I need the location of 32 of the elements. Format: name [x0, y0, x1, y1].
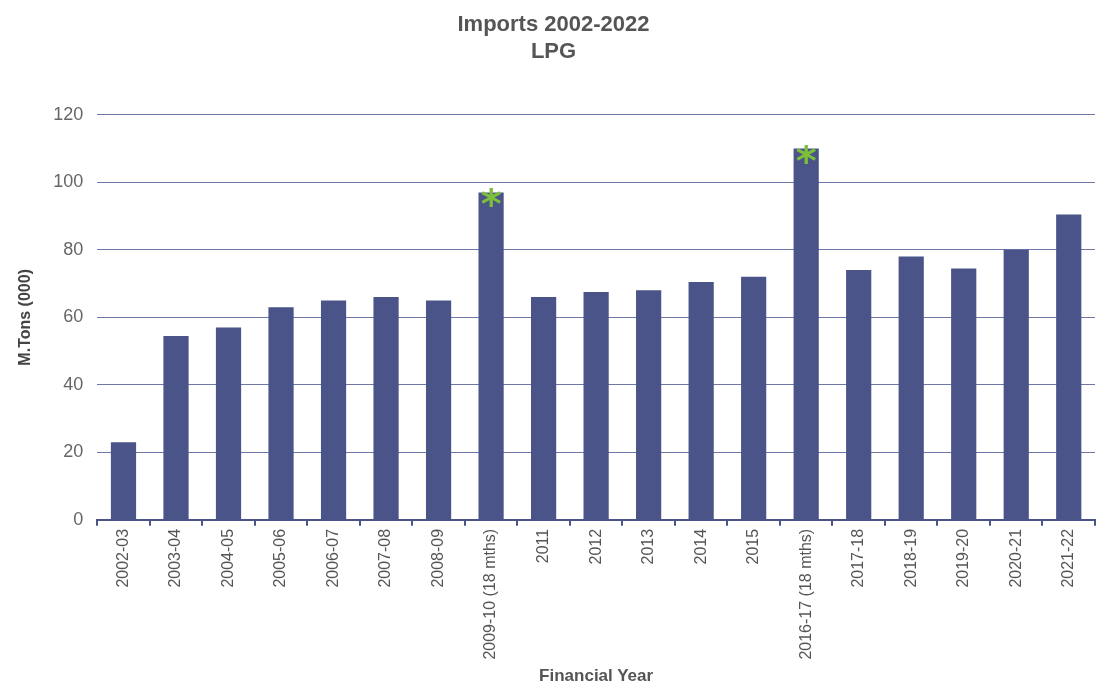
x-tick-label: 2020-21 [1006, 528, 1024, 588]
y-tick-label: 120 [53, 103, 84, 124]
annotation: * [795, 137, 817, 184]
x-tick-label: 2018-19 [901, 528, 919, 588]
chart-title: Imports 2002-2022 [457, 11, 650, 37]
x-axis-title: Financial Year [539, 666, 654, 686]
x-tick-label: 2005-06 [271, 528, 289, 588]
x-tick-label: 2019-20 [954, 528, 972, 588]
x-tick-label: 2021-22 [1059, 528, 1077, 588]
x-tick-label: 2016-17 (18 mths) [796, 528, 814, 660]
x-tick-label: 2004-05 [218, 528, 236, 588]
x-tick-label: 2014 [691, 528, 709, 565]
x-tick-label: 2013 [639, 528, 657, 565]
x-tick-label: 2012 [586, 528, 604, 565]
x-tick-label: 2003-04 [166, 528, 184, 588]
x-tick-label: 2017-18 [849, 528, 867, 588]
x-tick-label: 2007-08 [376, 528, 394, 588]
y-axis-title: M.Tons (000) [16, 269, 34, 366]
annotation: * [480, 181, 502, 228]
y-tick-label: 40 [63, 373, 84, 394]
y-tick-label: 80 [63, 238, 84, 259]
x-tick-label: 2008-09 [428, 528, 446, 588]
y-tick-label: 20 [63, 441, 84, 462]
chart-subtitle: LPG [530, 37, 577, 63]
y-tick-label: 60 [63, 306, 84, 327]
x-tick-label: 2015 [744, 528, 762, 565]
x-tick-label: 2006-07 [323, 528, 341, 588]
x-tick-label: 2002-03 [113, 528, 131, 588]
y-tick-label: 0 [73, 508, 84, 529]
y-tick-label: 100 [53, 171, 84, 192]
x-tick-label: 2011 [534, 528, 552, 564]
x-tick-label: 2009-10 (18 mths) [481, 528, 499, 660]
